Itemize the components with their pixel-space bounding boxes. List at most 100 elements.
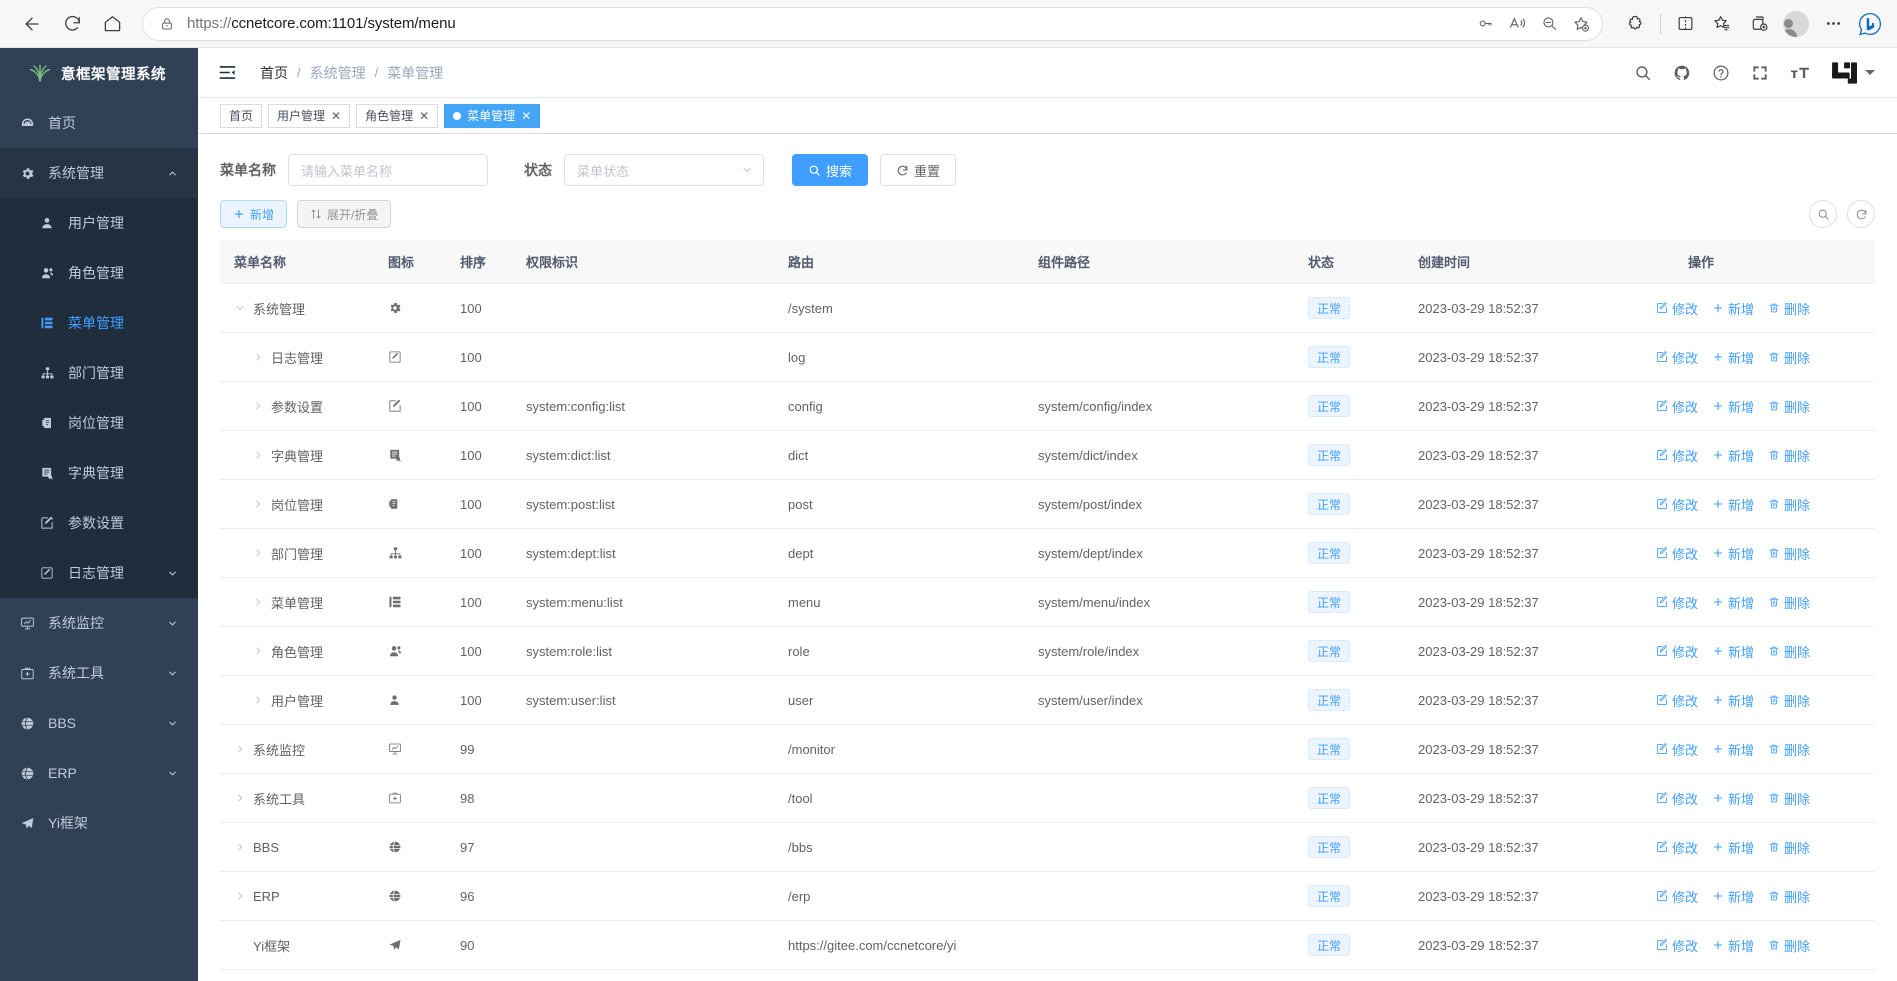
split-screen-icon[interactable] [1668, 7, 1702, 41]
chevron-right-icon[interactable] [252, 401, 264, 411]
sidebar-item-system-monitor[interactable]: 系统监控 [0, 598, 198, 648]
collections-icon[interactable] [1705, 7, 1739, 41]
sidebar-item-dept-management[interactable]: 部门管理 [0, 348, 198, 398]
edit-row-button[interactable]: 修改 [1656, 348, 1698, 367]
edit-row-button[interactable]: 修改 [1656, 593, 1698, 612]
edit-row-button[interactable]: 修改 [1656, 446, 1698, 465]
table-row[interactable]: 字典管理 100 system:dict:list dict system/dict/i… [220, 430, 1875, 480]
search-toggle-icon[interactable] [1809, 200, 1837, 228]
table-row[interactable]: 角色管理 100 system:role:list role system/role/i… [220, 626, 1875, 676]
chevron-right-icon[interactable] [252, 450, 264, 460]
delete-row-button[interactable]: 删除 [1768, 838, 1810, 857]
delete-row-button[interactable]: 删除 [1768, 593, 1810, 612]
sidebar-item-erp[interactable]: ERP [0, 748, 198, 798]
table-row[interactable]: 参数设置 100 system:config:list config system/co… [220, 381, 1875, 431]
help-circle-icon[interactable] [1712, 64, 1730, 82]
edit-row-button[interactable]: 修改 [1656, 397, 1698, 416]
delete-row-button[interactable]: 删除 [1768, 642, 1810, 661]
user-menu[interactable] [1831, 61, 1875, 85]
sidebar-item-system-management[interactable]: 系统管理 [0, 148, 198, 198]
table-row[interactable]: 系统工具 98/tool 正常 2023-03-29 18:52:37 修改 新增 删除 [220, 773, 1875, 823]
chevron-right-icon[interactable] [252, 499, 264, 509]
delete-row-button[interactable]: 删除 [1768, 348, 1810, 367]
sidebar-item-dict-management[interactable]: 字典管理 [0, 448, 198, 498]
add-child-row-button[interactable]: 新增 [1712, 887, 1754, 906]
add-child-row-button[interactable]: 新增 [1712, 838, 1754, 857]
collapse-sidebar-icon[interactable] [216, 62, 238, 84]
add-child-row-button[interactable]: 新增 [1712, 593, 1754, 612]
reload-icon[interactable] [54, 6, 90, 42]
menu-status-select[interactable]: 菜单状态 [564, 154, 764, 186]
chevron-right-icon[interactable] [252, 646, 264, 656]
table-row[interactable]: BBS 97/bbs 正常 2023-03-29 18:52:37 修改 新增 删除 [220, 822, 1875, 872]
sidebar-item-bbs[interactable]: BBS [0, 698, 198, 748]
key-icon[interactable] [1470, 9, 1500, 39]
delete-row-button[interactable]: 删除 [1768, 544, 1810, 563]
search-button[interactable]: 搜索 [792, 154, 869, 186]
menu-name-input[interactable]: 请输入菜单名称 [288, 154, 488, 186]
add-child-row-button[interactable]: 新增 [1712, 495, 1754, 514]
add-child-row-button[interactable]: 新增 [1712, 642, 1754, 661]
tag-user-management[interactable]: 用户管理 ✕ [268, 103, 351, 128]
back-arrow-icon[interactable] [14, 6, 50, 42]
add-child-row-button[interactable]: 新增 [1712, 691, 1754, 710]
tag-menu-management[interactable]: 菜单管理 ✕ [444, 103, 541, 128]
edit-row-button[interactable]: 修改 [1656, 887, 1698, 906]
table-row[interactable]: ERP 96/erp 正常 2023-03-29 18:52:37 修改 新增 删除 [220, 871, 1875, 921]
reset-button[interactable]: 重置 [880, 154, 957, 186]
profile-avatar[interactable] [1779, 7, 1813, 41]
close-icon[interactable]: ✕ [331, 108, 342, 123]
more-options-icon[interactable] [1816, 7, 1850, 41]
add-child-row-button[interactable]: 新增 [1712, 348, 1754, 367]
delete-row-button[interactable]: 删除 [1768, 446, 1810, 465]
extensions-icon[interactable] [1619, 7, 1653, 41]
sidebar-logo[interactable]: 意框架管理系统 [0, 48, 198, 98]
table-row[interactable]: 系统监控 99/monitor 正常 2023-03-29 18:52:37 修改 新增 删… [220, 724, 1875, 774]
chevron-right-icon[interactable] [252, 548, 264, 558]
add-child-row-button[interactable]: 新增 [1712, 936, 1754, 955]
chevron-right-icon[interactable] [252, 597, 264, 607]
zoom-out-icon[interactable] [1534, 9, 1564, 39]
sidebar-item-param-settings[interactable]: 参数设置 [0, 498, 198, 548]
copilot-bing-icon[interactable] [1853, 7, 1887, 41]
sidebar-item-yi-framework[interactable]: Yi框架 [0, 798, 198, 848]
github-icon[interactable] [1673, 64, 1691, 82]
chevron-right-icon[interactable] [252, 352, 264, 362]
fullscreen-icon[interactable] [1751, 64, 1769, 82]
chevron-right-icon[interactable] [234, 842, 246, 852]
chevron-right-icon[interactable] [234, 744, 246, 754]
edit-row-button[interactable]: 修改 [1656, 299, 1698, 318]
edit-row-button[interactable]: 修改 [1656, 838, 1698, 857]
add-child-row-button[interactable]: 新增 [1712, 789, 1754, 808]
sidebar-item-user-management[interactable]: 用户管理 [0, 198, 198, 248]
close-icon[interactable]: ✕ [419, 108, 430, 123]
sidebar-item-menu-management[interactable]: 菜单管理 [0, 298, 198, 348]
refresh-icon[interactable] [1847, 200, 1875, 228]
table-row[interactable]: Yi框架 90 https://gitee.com/ccnetcore/yi 正常 20… [220, 920, 1875, 970]
sidebar-item-post-management[interactable]: 岗位管理 [0, 398, 198, 448]
table-row[interactable]: 菜单管理 100 system:menu:list menu system/menu/i… [220, 577, 1875, 627]
close-icon[interactable]: ✕ [521, 108, 532, 123]
add-tab-group-icon[interactable] [1742, 7, 1776, 41]
read-aloud-icon[interactable] [1502, 9, 1532, 39]
edit-row-button[interactable]: 修改 [1656, 544, 1698, 563]
chevron-down-icon[interactable] [234, 303, 246, 313]
font-size-icon[interactable] [1790, 64, 1810, 82]
sidebar-item-system-tools[interactable]: 系统工具 [0, 648, 198, 698]
add-child-row-button[interactable]: 新增 [1712, 299, 1754, 318]
sidebar-item-role-management[interactable]: 角色管理 [0, 248, 198, 298]
breadcrumb-item-home[interactable]: 首页 [260, 64, 288, 81]
home-icon[interactable] [94, 6, 130, 42]
sidebar-item-home[interactable]: 首页 [0, 98, 198, 148]
table-row[interactable]: 岗位管理 100 system:post:list post system/post/i… [220, 479, 1875, 529]
search-icon[interactable] [1634, 64, 1652, 82]
add-button[interactable]: 新增 [220, 200, 288, 228]
edit-row-button[interactable]: 修改 [1656, 642, 1698, 661]
add-child-row-button[interactable]: 新增 [1712, 544, 1754, 563]
delete-row-button[interactable]: 删除 [1768, 789, 1810, 808]
expand-collapse-button[interactable]: 展开/折叠 [297, 200, 392, 228]
delete-row-button[interactable]: 删除 [1768, 740, 1810, 759]
edit-row-button[interactable]: 修改 [1656, 789, 1698, 808]
table-row[interactable]: 用户管理 100 system:user:list user system/user/i… [220, 675, 1875, 725]
edit-row-button[interactable]: 修改 [1656, 936, 1698, 955]
